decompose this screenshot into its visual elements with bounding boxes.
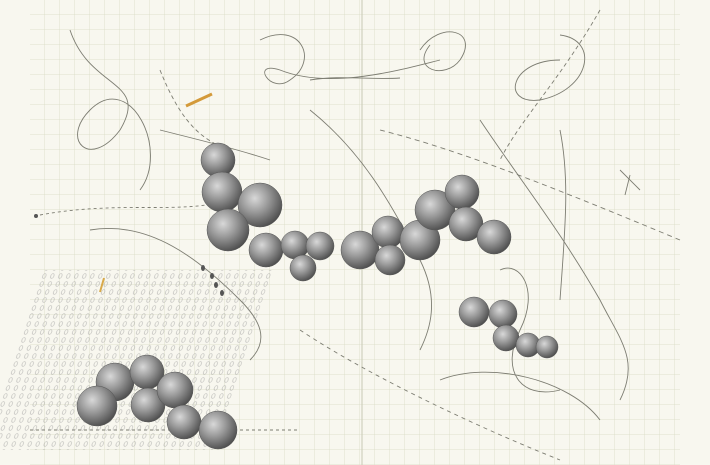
- ochre-mark: [99, 277, 105, 293]
- small-dots: [34, 214, 224, 296]
- ochre-mark: [185, 92, 213, 108]
- loop-texture: [0, 270, 273, 450]
- sphere-clusters: [76, 142, 559, 450]
